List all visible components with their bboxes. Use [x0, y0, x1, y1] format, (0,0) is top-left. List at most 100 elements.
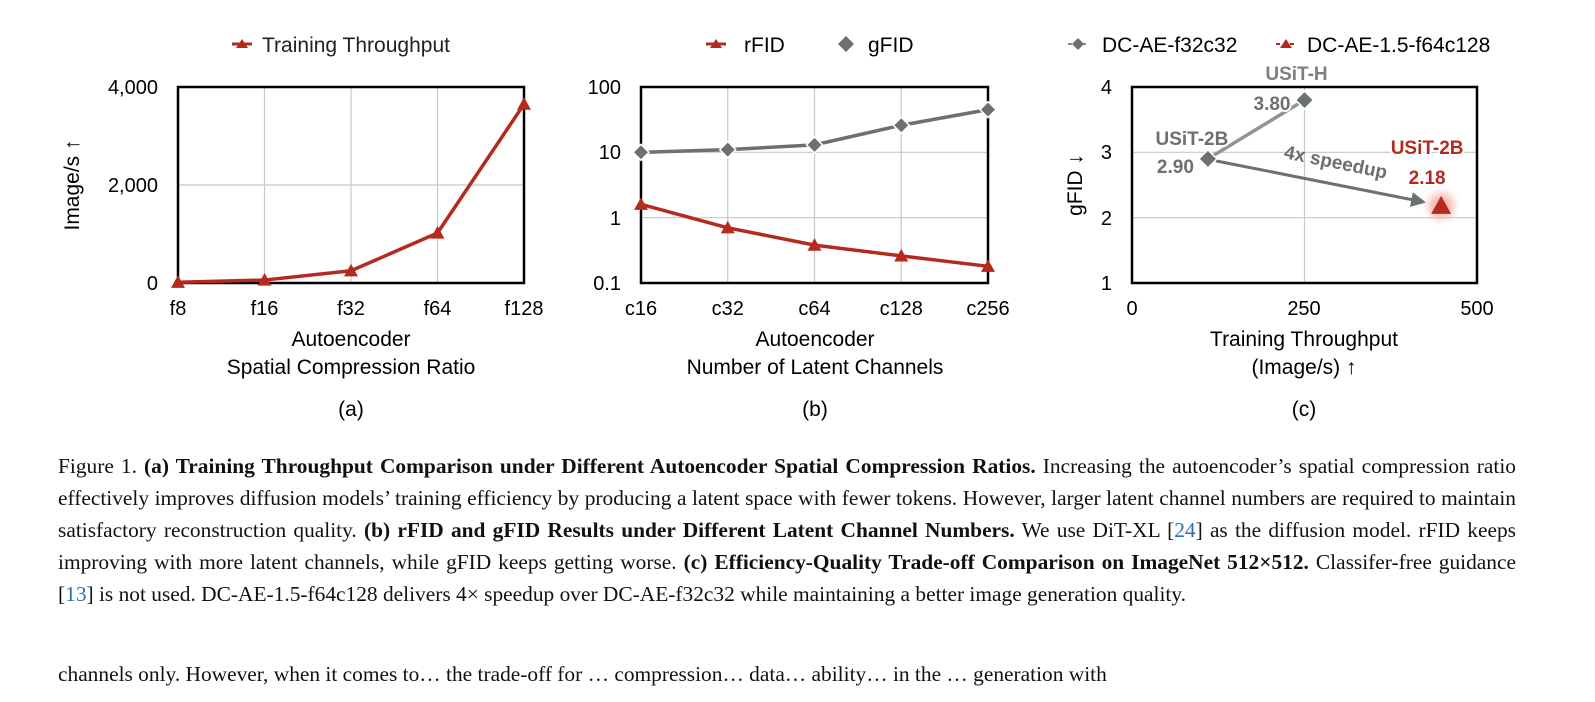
ytick-c-0: 1	[1101, 273, 1112, 295]
caption-c-text-1: Classifer-free guidance [	[58, 550, 1516, 606]
ytick-b-3: 100	[588, 77, 621, 99]
xtick-label: c256	[966, 298, 1009, 320]
caption-c-title: (c) Efficiency-Quality Trade-off Compari…	[683, 550, 1309, 574]
triangle-icon	[236, 39, 248, 48]
data-point-f64c128	[1431, 195, 1452, 214]
data-point-gfid	[718, 140, 737, 159]
citation-link-24[interactable]: 24	[1174, 518, 1196, 542]
citation-link-13[interactable]: 13	[65, 582, 87, 606]
caption-b-title: (b) rFID and gFID Results under Differen…	[364, 518, 1015, 542]
data-point-rfid	[807, 238, 822, 251]
ytick-a-0: 0	[147, 273, 158, 295]
xtick-label: f8	[170, 298, 187, 320]
data-point-rfid	[894, 248, 909, 262]
series-line-f32c32	[1206, 98, 1306, 161]
body-text-cut-off: channels only. However, when it comes to…	[58, 662, 1107, 686]
xtick-c-0: 0	[1126, 298, 1137, 320]
data-point-gfid	[805, 135, 824, 154]
data-point-f32c32	[1294, 90, 1315, 111]
data-point-throughput	[344, 263, 358, 277]
panel-c: DC-AE-f32c32 DC-AE-1.5-f64c128 1 2 3 4 g…	[1064, 34, 1494, 421]
ytick-b-0: 0.1	[593, 273, 621, 295]
caption-figure-label: Figure 1.	[58, 454, 137, 478]
xlabel-a-line1: Autoencoder	[291, 328, 410, 351]
ytick-a-2: 4,000	[108, 77, 158, 99]
data-point-f32c32	[1197, 148, 1218, 169]
caption-b-text-1: We use DiT-XL [	[1021, 518, 1175, 542]
legend-b: rFID gFID	[706, 34, 914, 57]
caption-a-title: (a) Training Throughput Comparison under…	[144, 454, 1036, 478]
diamond-icon	[838, 36, 854, 52]
panel-label-c: (c)	[1292, 398, 1317, 421]
xlabel-c-line2: (Image/s) ↑	[1251, 356, 1356, 379]
diamond-icon	[1072, 38, 1084, 50]
xtick-label: f128	[505, 298, 544, 320]
figure-1: Training Throughput 0 2,000 4,000 Image/…	[61, 34, 1494, 421]
point-label-usit-2b-gray: USiT-2B	[1155, 129, 1228, 150]
data-point-rfid	[634, 197, 648, 210]
legend-label-rfid: rFID	[744, 34, 785, 57]
data-point-rfid	[720, 220, 735, 234]
xtick-label: c16	[625, 298, 657, 320]
legend-label-gfid: gFID	[868, 34, 914, 57]
panel-label-b: (b)	[802, 398, 828, 421]
series-a	[171, 97, 531, 288]
data-point-throughput	[430, 226, 445, 239]
panel-b: rFID gFID 0.1 1 10 100 c16 c32 c64 c128 c256…	[588, 34, 1010, 421]
plot-frame-c	[1130, 85, 1479, 285]
xtick-label: f64	[424, 298, 452, 320]
xtick-label: c64	[798, 298, 830, 320]
ytick-c-2: 3	[1101, 142, 1112, 164]
point-label-usit-2b-red: USiT-2B	[1391, 138, 1464, 159]
value-label-2-18: 2.18	[1409, 168, 1446, 189]
data-point-gfid	[631, 143, 651, 162]
xtick-c-1: 250	[1287, 298, 1320, 320]
legend-label-f32c32: DC-AE-f32c32	[1102, 34, 1237, 57]
xtick-label: f16	[251, 298, 279, 320]
xticks-b: c16 c32 c64 c128 c256	[625, 298, 1010, 320]
data-point-throughput	[171, 275, 185, 288]
ytick-c-1: 2	[1101, 208, 1112, 230]
data-point-rfid	[981, 259, 995, 272]
data-point-throughput	[257, 273, 272, 286]
speedup-arrow	[1215, 159, 1427, 207]
ylabel-a: Image/s ↑	[61, 139, 84, 230]
figure-caption: Figure 1. (a) Training Throughput Compar…	[58, 450, 1516, 610]
xlabel-c-line1: Training Throughput	[1210, 328, 1398, 351]
ytick-b-1: 1	[610, 208, 621, 230]
grid-c	[1132, 87, 1477, 283]
panel-label-a: (a)	[338, 398, 364, 421]
xtick-label: c32	[712, 298, 744, 320]
series-c: 4x speedupUSiT-H3.80USiT-2B2.90USiT-2B2.…	[1153, 62, 1466, 219]
ytick-b-2: 10	[599, 142, 621, 164]
plot-frame-b	[639, 85, 990, 285]
xtick-label: c128	[880, 298, 923, 320]
caption-c-text-2: ] is not used. DC-AE-1.5-f64c128 deliver…	[86, 582, 1187, 606]
caption-b-text-2: ] as the diffusion model. rFID keeps imp…	[58, 518, 1516, 574]
grid-a	[178, 87, 524, 283]
data-point-gfid	[978, 100, 998, 119]
legend-a: Training Throughput	[232, 34, 450, 57]
xlabel-b-line1: Autoencoder	[755, 328, 874, 351]
legend-c: DC-AE-f32c32 DC-AE-1.5-f64c128	[1068, 34, 1490, 57]
xticks-a: f8 f16 f32 f64 f128	[170, 298, 544, 320]
xlabel-a-line2: Spatial Compression Ratio	[227, 356, 476, 379]
panel-a: Training Throughput 0 2,000 4,000 Image/…	[61, 34, 543, 421]
data-point-throughput	[517, 97, 531, 110]
caption-a-text: Increasing the autoencoder’s spatial com…	[58, 454, 1516, 542]
triangle-icon	[710, 39, 722, 48]
legend-label-throughput: Training Throughput	[262, 34, 450, 57]
ylabel-c: gFID ↓	[1064, 154, 1087, 216]
point-label-usit-h: USiT-H	[1265, 64, 1327, 85]
plot-frame-a	[176, 85, 526, 285]
triangle-icon	[1280, 39, 1292, 48]
xtick-c-2: 500	[1460, 298, 1493, 320]
legend-label-f64c128: DC-AE-1.5-f64c128	[1307, 34, 1490, 57]
series-b	[631, 100, 998, 272]
value-label-2-90: 2.90	[1157, 157, 1194, 178]
xlabel-b-line2: Number of Latent Channels	[687, 356, 944, 379]
value-label-3-80: 3.80	[1254, 94, 1291, 115]
data-point-gfid	[892, 116, 911, 135]
ytick-c-3: 4	[1101, 77, 1112, 99]
ytick-a-1: 2,000	[108, 175, 158, 197]
